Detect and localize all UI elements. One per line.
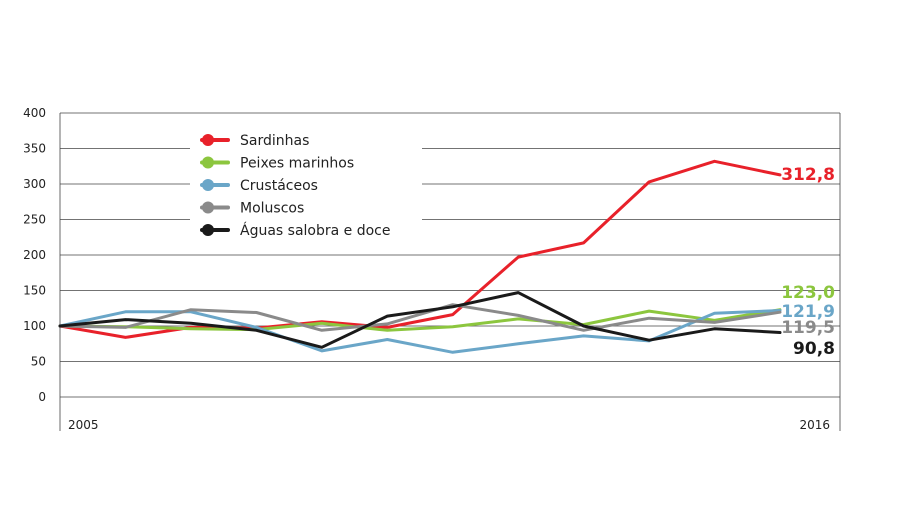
end-value-label-0: 312,8 — [781, 165, 835, 185]
legend-swatch-dot-1 — [202, 156, 214, 169]
y-tick-label-150: 150 — [23, 284, 46, 298]
legend-swatch-dot-0 — [202, 134, 214, 146]
y-tick-label-50: 50 — [31, 355, 46, 369]
y-tick-label-350: 350 — [23, 142, 46, 156]
end-value-label-3: 119,5 — [781, 318, 835, 338]
series-line-4 — [58, 291, 782, 349]
legend-label-2: Crustáceos — [240, 178, 318, 194]
x-tick-label-last: 2016 — [799, 418, 830, 432]
x-tick-label-first: 2005 — [68, 418, 99, 432]
legend-label-0: Sardinhas — [240, 133, 309, 149]
series-line-3 — [58, 303, 782, 332]
y-tick-label-400: 400 — [23, 106, 46, 120]
legend-swatch-dot-3 — [202, 201, 214, 214]
y-tick-label-200: 200 — [23, 248, 46, 262]
legend-label-4: Águas salobra e doce — [240, 222, 391, 239]
legend-swatch-dot-2 — [202, 179, 214, 191]
series-line-1 — [58, 308, 782, 332]
y-tick-label-300: 300 — [23, 177, 46, 191]
y-tick-label-100: 100 — [23, 319, 46, 333]
y-tick-label-0: 0 — [38, 390, 46, 404]
end-value-label-2: 121,9 — [781, 302, 835, 322]
legend-swatch-dot-4 — [202, 224, 214, 236]
end-value-label-4: 90,8 — [793, 339, 835, 359]
legend-label-3: Moluscos — [240, 201, 304, 217]
y-tick-label-250: 250 — [23, 213, 46, 227]
legend-label-1: Peixes marinhos — [240, 156, 354, 172]
end-value-label-1: 123,0 — [781, 283, 835, 303]
